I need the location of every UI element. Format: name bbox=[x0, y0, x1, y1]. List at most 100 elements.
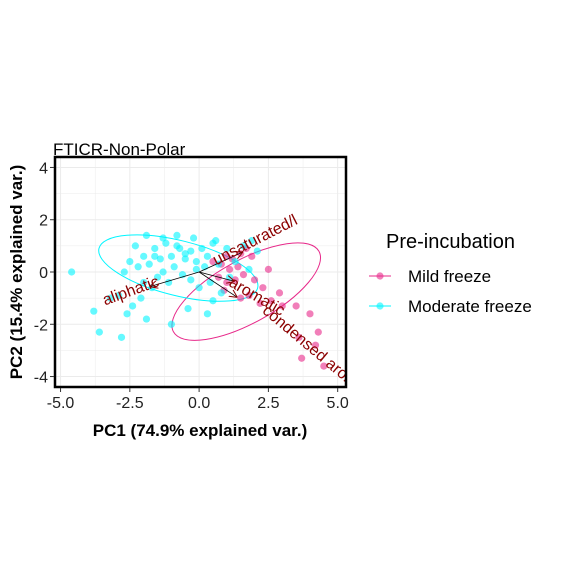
data-point bbox=[198, 244, 206, 253]
data-point bbox=[192, 265, 200, 273]
data-point bbox=[117, 333, 126, 341]
confidence-ellipse bbox=[98, 234, 259, 302]
data-point bbox=[151, 252, 159, 260]
data-point bbox=[248, 252, 256, 260]
data-point bbox=[256, 299, 264, 307]
data-point bbox=[192, 257, 200, 266]
legend-key-point bbox=[376, 302, 384, 310]
data-point bbox=[245, 291, 253, 300]
data-point bbox=[250, 276, 259, 284]
x-axis-title: PC1 (74.9% explained var.) bbox=[93, 421, 308, 440]
data-point bbox=[187, 276, 195, 284]
data-point bbox=[311, 341, 320, 349]
loading-arrow bbox=[198, 271, 236, 297]
data-point bbox=[140, 252, 148, 260]
data-point bbox=[187, 247, 195, 255]
data-point bbox=[223, 244, 231, 253]
data-point bbox=[264, 265, 272, 273]
data-point bbox=[134, 263, 142, 271]
data-point bbox=[126, 257, 134, 266]
data-point bbox=[68, 268, 76, 276]
y-tick-label: 0 bbox=[39, 265, 48, 282]
data-point bbox=[115, 291, 123, 300]
data-point bbox=[209, 297, 217, 305]
x-tick-label: 2.5 bbox=[257, 395, 279, 412]
data-point bbox=[295, 333, 303, 341]
data-point bbox=[145, 260, 153, 268]
data-point bbox=[167, 320, 175, 328]
data-point bbox=[203, 252, 212, 260]
data-point bbox=[203, 310, 212, 318]
loading-arrow bbox=[199, 271, 234, 281]
legend: Pre-incubation Mild freeze Moderate freez… bbox=[369, 231, 532, 316]
legend-items: Mild freeze Moderate freeze bbox=[369, 267, 532, 316]
data-point bbox=[298, 354, 306, 362]
y-axis-title: PC2 (15.4% explained var.) bbox=[7, 165, 26, 380]
data-point bbox=[231, 257, 239, 266]
chart-title: FTICR-Non-Polar bbox=[53, 140, 186, 159]
confidence-ellipse bbox=[171, 242, 322, 341]
data-point bbox=[217, 289, 225, 297]
data-point bbox=[170, 263, 178, 271]
panel-border bbox=[53, 155, 348, 389]
data-point bbox=[320, 362, 328, 370]
data-point bbox=[131, 242, 139, 250]
data-point bbox=[267, 297, 275, 305]
x-tick-label: -5.0 bbox=[47, 395, 75, 412]
data-point bbox=[206, 278, 214, 287]
data-point bbox=[245, 265, 253, 273]
x-tick-label: -2.5 bbox=[116, 395, 144, 412]
data-point bbox=[181, 250, 189, 258]
data-point bbox=[237, 294, 245, 302]
data-point bbox=[140, 278, 148, 287]
data-point bbox=[184, 304, 192, 313]
data-point bbox=[275, 289, 284, 297]
data-point bbox=[253, 247, 261, 255]
data-point bbox=[259, 284, 267, 292]
data-point bbox=[142, 231, 151, 240]
loading-arrow bbox=[151, 271, 200, 286]
legend-title: Pre-incubation bbox=[386, 231, 515, 253]
data-point bbox=[90, 307, 98, 315]
data-point bbox=[153, 273, 162, 281]
data-point bbox=[151, 244, 159, 253]
x-tick-label: 5.0 bbox=[327, 395, 349, 412]
y-tick-label: 2 bbox=[39, 213, 48, 230]
data-point bbox=[129, 302, 137, 310]
data-point bbox=[292, 302, 300, 310]
data-point bbox=[95, 328, 103, 336]
loading-arrow bbox=[198, 252, 242, 273]
y-tick-label: 4 bbox=[39, 160, 48, 177]
legend-label: Moderate freeze bbox=[408, 297, 532, 316]
data-point bbox=[159, 234, 167, 242]
data-point bbox=[123, 310, 131, 318]
data-point bbox=[209, 257, 217, 266]
data-point bbox=[278, 302, 286, 310]
y-tick-label: -2 bbox=[34, 317, 48, 334]
data-point bbox=[306, 310, 314, 318]
axis-ticks: -5.0 -2.5 0.0 2.5 5.0 4 2 0 -2 -4 bbox=[34, 160, 349, 412]
data-point bbox=[173, 242, 181, 250]
data-point bbox=[248, 237, 256, 245]
y-tick-label: -4 bbox=[34, 370, 48, 387]
data-point bbox=[159, 268, 167, 276]
legend-label: Mild freeze bbox=[408, 267, 491, 286]
data-point bbox=[120, 268, 128, 276]
data-point bbox=[181, 255, 189, 263]
data-point bbox=[137, 294, 145, 302]
data-point bbox=[156, 255, 164, 263]
legend-key-point bbox=[376, 272, 384, 280]
data-point bbox=[106, 294, 115, 302]
data-point bbox=[195, 284, 203, 292]
data-point bbox=[173, 231, 181, 240]
data-point bbox=[189, 234, 198, 242]
data-point bbox=[226, 265, 234, 273]
data-point bbox=[167, 252, 175, 260]
x-tick-label: 0.0 bbox=[188, 395, 210, 412]
data-point bbox=[239, 242, 248, 250]
data-point bbox=[239, 271, 248, 279]
data-point bbox=[314, 328, 322, 336]
data-point bbox=[142, 315, 151, 323]
